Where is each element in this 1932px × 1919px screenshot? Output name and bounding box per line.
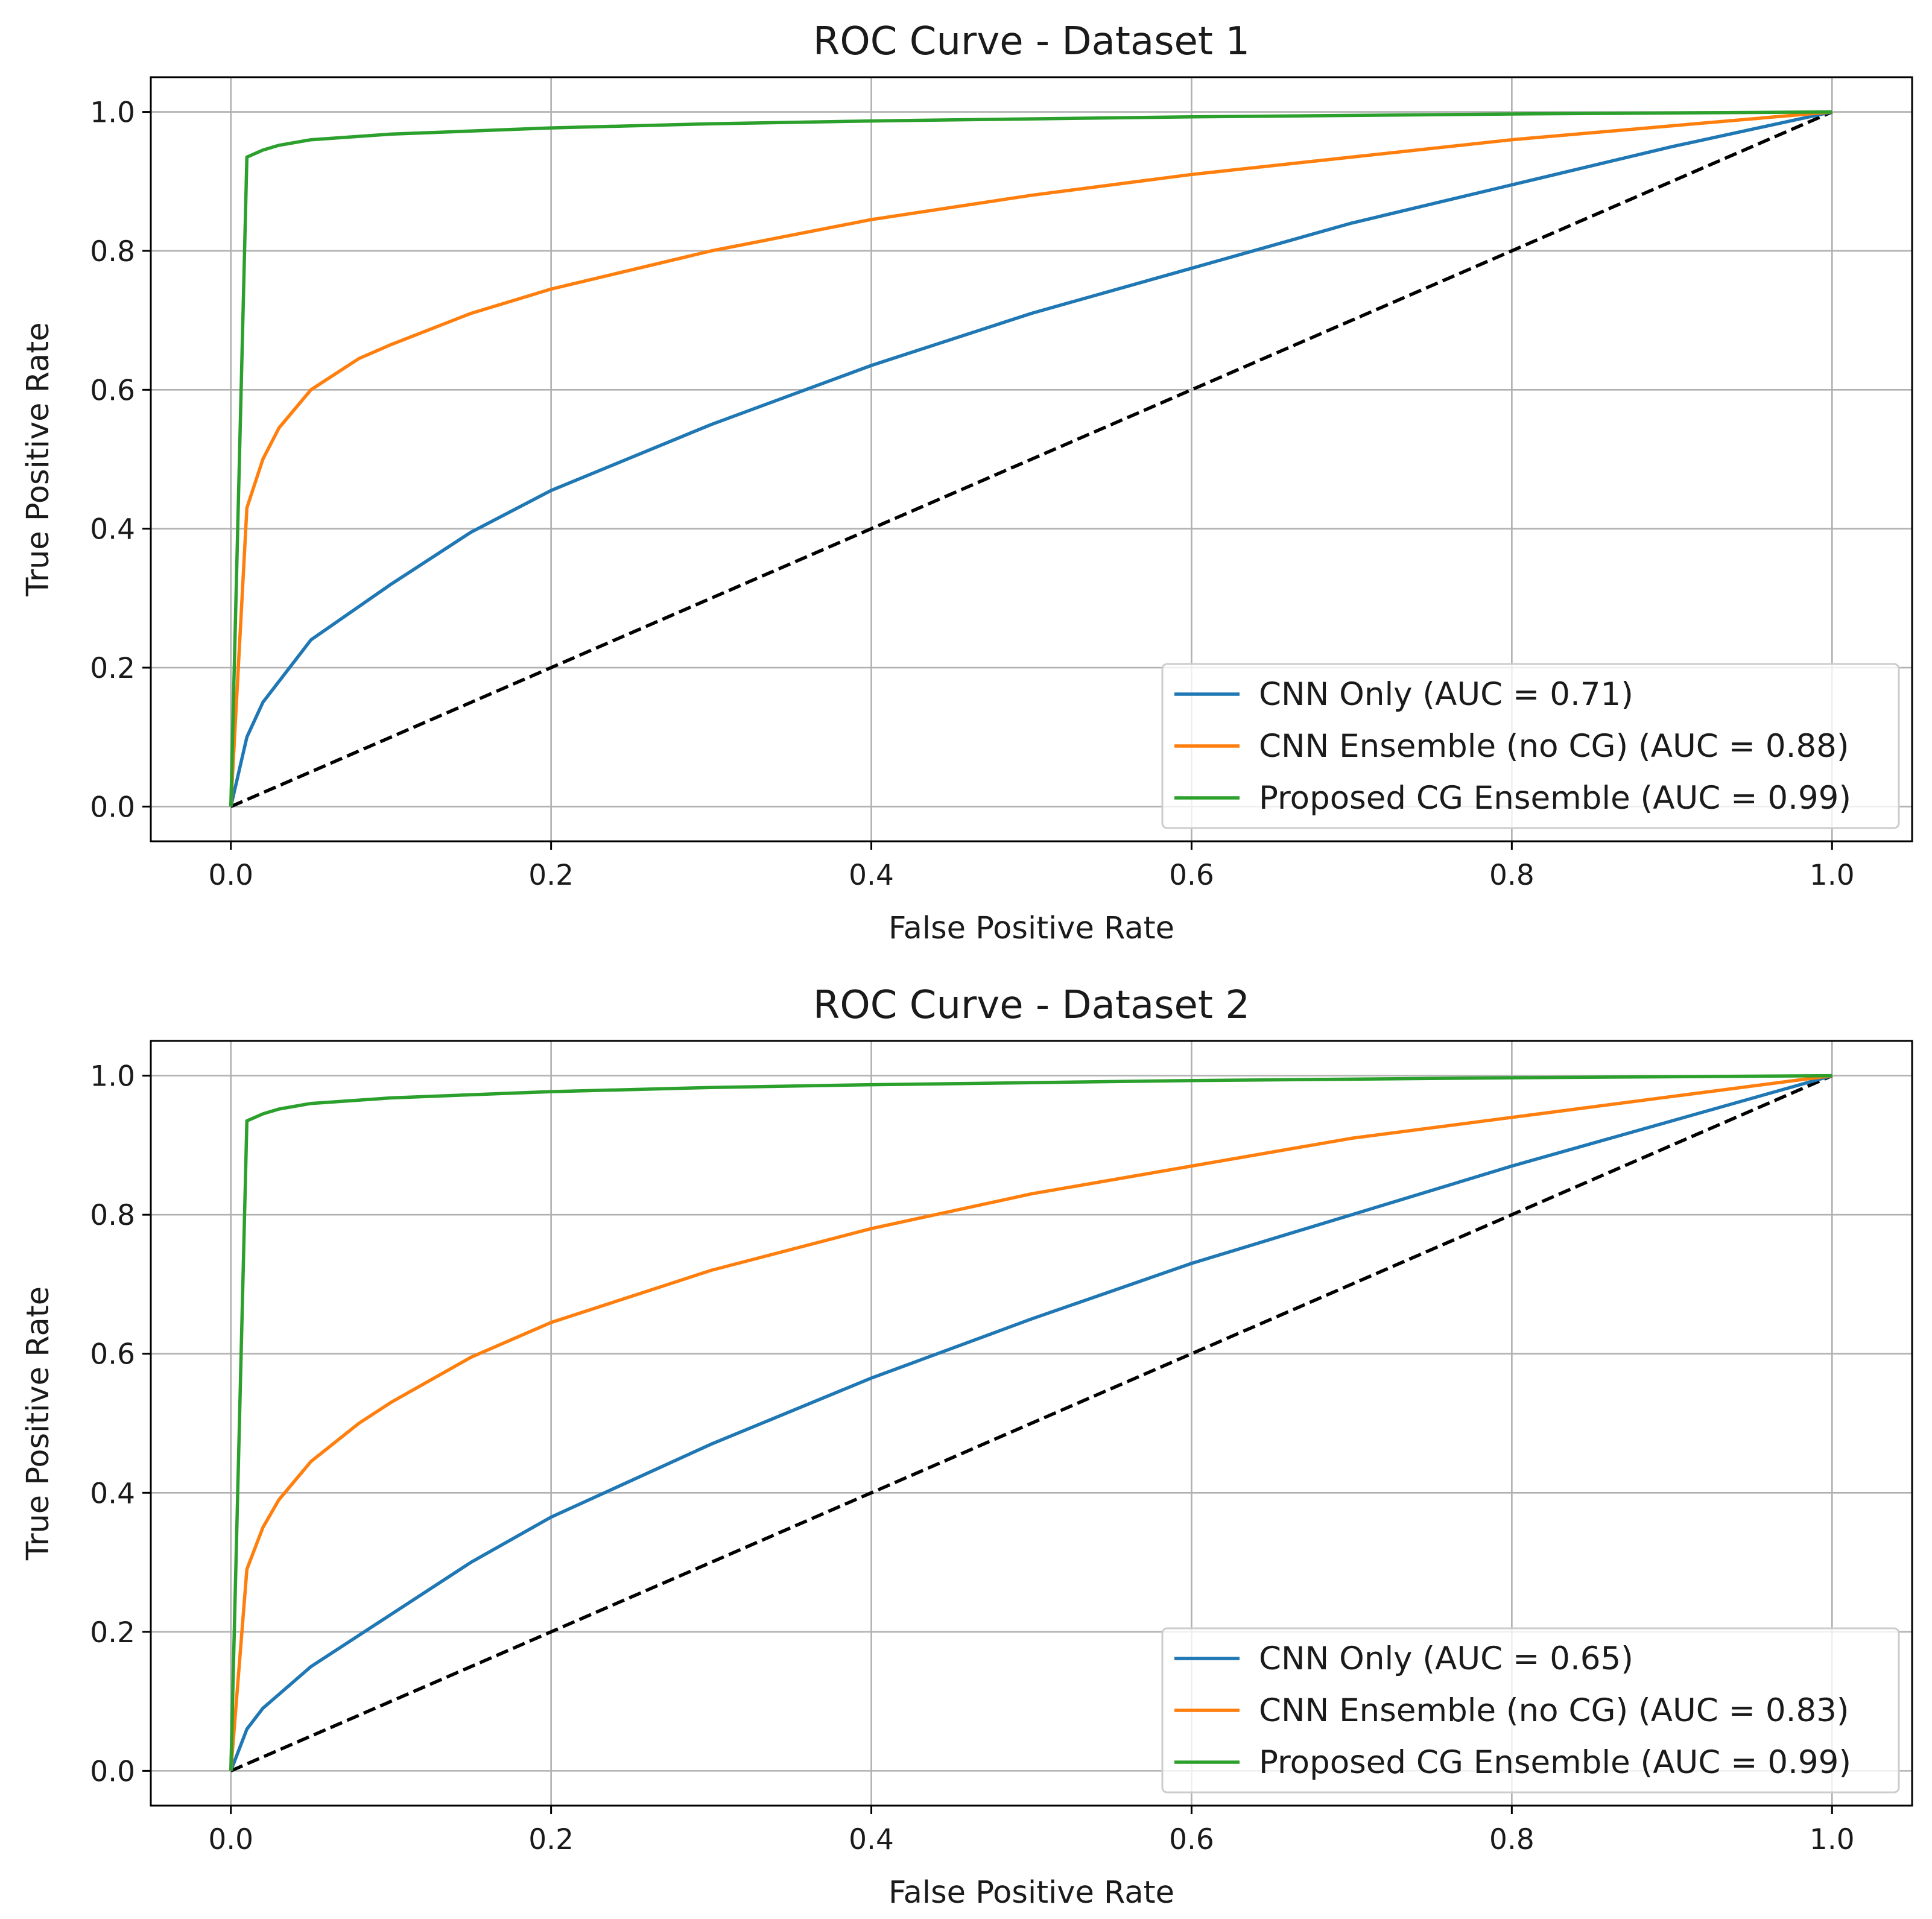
y-axis-label: True Positive Rate — [21, 322, 56, 596]
plot-frame — [150, 76, 1913, 843]
legend-label-1: CNN Only (AUC = 0.65) — [1259, 1640, 1633, 1677]
y-tick-label: 0.2 — [90, 652, 135, 685]
legend-box — [1161, 1627, 1900, 1794]
y-tick-label: 0.4 — [90, 1477, 135, 1510]
y-tick-label: 0.8 — [90, 1199, 135, 1232]
y-tick-label: 1.0 — [90, 1060, 135, 1093]
y-axis-label: True Positive Rate — [21, 1286, 56, 1561]
x-tick-label: 0.8 — [1489, 859, 1535, 892]
x-tick-label: 0.4 — [849, 1823, 894, 1856]
chance-diagonal-line — [230, 110, 1833, 808]
y-tick-label: 0.8 — [90, 235, 135, 268]
y-tick-label: 0.6 — [90, 374, 135, 407]
x-tick-label: 0.2 — [528, 1823, 574, 1856]
x-tick-label: 0.0 — [208, 859, 253, 892]
x-tick-label: 0.2 — [528, 859, 574, 892]
legend-label-3: Proposed CG Ensemble (AUC = 0.99) — [1259, 1744, 1851, 1781]
chart-panel-1: 0.0 0.2 0.4 0.6 0.8 1.0 0.0 0.2 0.4 0.6 0.8 1.0 ROC … — [21, 19, 1913, 946]
y-tick-label: 1.0 — [90, 96, 135, 130]
x-axis-label: False Positive Rate — [888, 911, 1174, 946]
series-line-1 — [229, 110, 1832, 808]
x-tick-label: 0.0 — [208, 1823, 253, 1856]
legend: CNN Only (AUC = 0.71) CNN Ensemble (no CG… — [1161, 663, 1900, 829]
legend-box — [1161, 663, 1900, 829]
y-tick-label: 0.0 — [90, 1755, 135, 1788]
x-tick-label: 1.0 — [1810, 859, 1855, 892]
legend-label-2: CNN Ensemble (no CG) (AUC = 0.83) — [1259, 1692, 1849, 1729]
y-tick-label: 0.6 — [90, 1338, 135, 1371]
series-line-3 — [229, 110, 1832, 807]
x-axis-label: False Positive Rate — [888, 1875, 1174, 1911]
series-line-1 — [229, 1073, 1833, 1772]
chart-panel-2: 0.0 0.2 0.4 0.6 0.8 1.0 0.0 0.2 0.4 0.6 0.8 1.0 ROC … — [21, 983, 1913, 1911]
series-line-2 — [229, 1073, 1832, 1771]
chart-title: ROC Curve - Dataset 2 — [813, 983, 1250, 1028]
legend-label-2: CNN Ensemble (no CG) (AUC = 0.88) — [1259, 728, 1849, 765]
plot-frame — [150, 1040, 1913, 1807]
x-tick-label: 1.0 — [1810, 1823, 1855, 1856]
series-line-3 — [229, 1073, 1832, 1771]
chance-diagonal-line — [230, 1074, 1833, 1772]
legend-label-1: CNN Only (AUC = 0.71) — [1259, 676, 1633, 713]
x-tick-label: 0.6 — [1169, 859, 1214, 892]
x-tick-label: 0.6 — [1169, 1823, 1214, 1856]
x-tick-label: 0.4 — [849, 859, 894, 892]
x-tick-label: 0.8 — [1489, 1823, 1535, 1856]
y-tick-label: 0.4 — [90, 513, 135, 546]
legend: CNN Only (AUC = 0.65) CNN Ensemble (no CG… — [1161, 1627, 1900, 1794]
y-tick-label: 0.0 — [90, 791, 135, 824]
legend-label-3: Proposed CG Ensemble (AUC = 0.99) — [1259, 780, 1851, 817]
y-tick-label: 0.2 — [90, 1616, 135, 1649]
chart-title: ROC Curve - Dataset 1 — [813, 19, 1250, 64]
series-line-2 — [229, 110, 1832, 807]
